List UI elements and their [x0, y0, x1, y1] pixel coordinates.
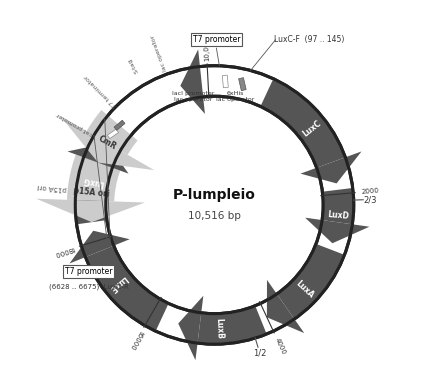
- Text: lac operator: lac operator: [151, 34, 168, 72]
- Text: p15A ori: p15A ori: [38, 183, 67, 192]
- Polygon shape: [69, 231, 130, 264]
- Polygon shape: [67, 143, 129, 174]
- Text: T7 promoter: T7 promoter: [193, 35, 240, 44]
- Polygon shape: [87, 110, 138, 155]
- Polygon shape: [278, 244, 343, 318]
- Text: LuxD: LuxD: [327, 210, 349, 221]
- Text: CmR: CmR: [97, 134, 118, 152]
- Text: cat promoter: cat promoter: [56, 112, 94, 137]
- Polygon shape: [300, 151, 362, 183]
- Polygon shape: [76, 158, 111, 224]
- Text: lacI: lacI: [216, 73, 226, 89]
- Text: T7 terminator: T7 terminator: [83, 74, 118, 108]
- FancyBboxPatch shape: [222, 75, 228, 88]
- Text: p15A ori: p15A ori: [73, 186, 110, 199]
- Text: (6628 .. 6675)  LuxG-R: (6628 .. 6675) LuxG-R: [49, 284, 129, 290]
- Polygon shape: [178, 296, 203, 360]
- Text: 10,000: 10,000: [202, 36, 210, 61]
- Text: P-lumpleio: P-lumpleio: [173, 188, 256, 202]
- Text: lacI promoter
lac operator: lacI promoter lac operator: [172, 91, 214, 102]
- Polygon shape: [198, 307, 266, 343]
- Text: LuxB: LuxB: [214, 318, 224, 339]
- Polygon shape: [305, 217, 369, 243]
- Text: LuxE: LuxE: [107, 273, 129, 293]
- Text: t8000: t8000: [54, 245, 76, 257]
- Polygon shape: [36, 199, 145, 222]
- Text: 1/2: 1/2: [253, 349, 266, 358]
- Polygon shape: [323, 188, 353, 224]
- Text: LuxA: LuxA: [294, 279, 316, 300]
- FancyBboxPatch shape: [239, 78, 246, 91]
- FancyBboxPatch shape: [107, 129, 118, 139]
- Polygon shape: [180, 50, 205, 114]
- Polygon shape: [261, 80, 344, 167]
- Text: 10,516 bp: 10,516 bp: [188, 211, 241, 221]
- Polygon shape: [67, 154, 120, 202]
- Text: 4000: 4000: [274, 337, 287, 356]
- Text: T7 promoter: T7 promoter: [65, 267, 112, 276]
- Polygon shape: [60, 116, 154, 170]
- Polygon shape: [267, 280, 304, 333]
- Text: LuxC-F  (97 .. 145): LuxC-F (97 .. 145): [274, 35, 344, 44]
- Text: 2/3: 2/3: [363, 195, 376, 204]
- Text: t6000: t6000: [129, 330, 144, 351]
- Text: 2000: 2000: [361, 188, 380, 195]
- FancyBboxPatch shape: [114, 120, 125, 130]
- Text: S-tag: S-tag: [127, 57, 140, 74]
- Polygon shape: [87, 246, 168, 330]
- Text: 6xHis
lac operator: 6xHis lac operator: [216, 91, 255, 102]
- Text: LuxG: LuxG: [82, 175, 104, 188]
- Text: LuxC: LuxC: [301, 119, 323, 139]
